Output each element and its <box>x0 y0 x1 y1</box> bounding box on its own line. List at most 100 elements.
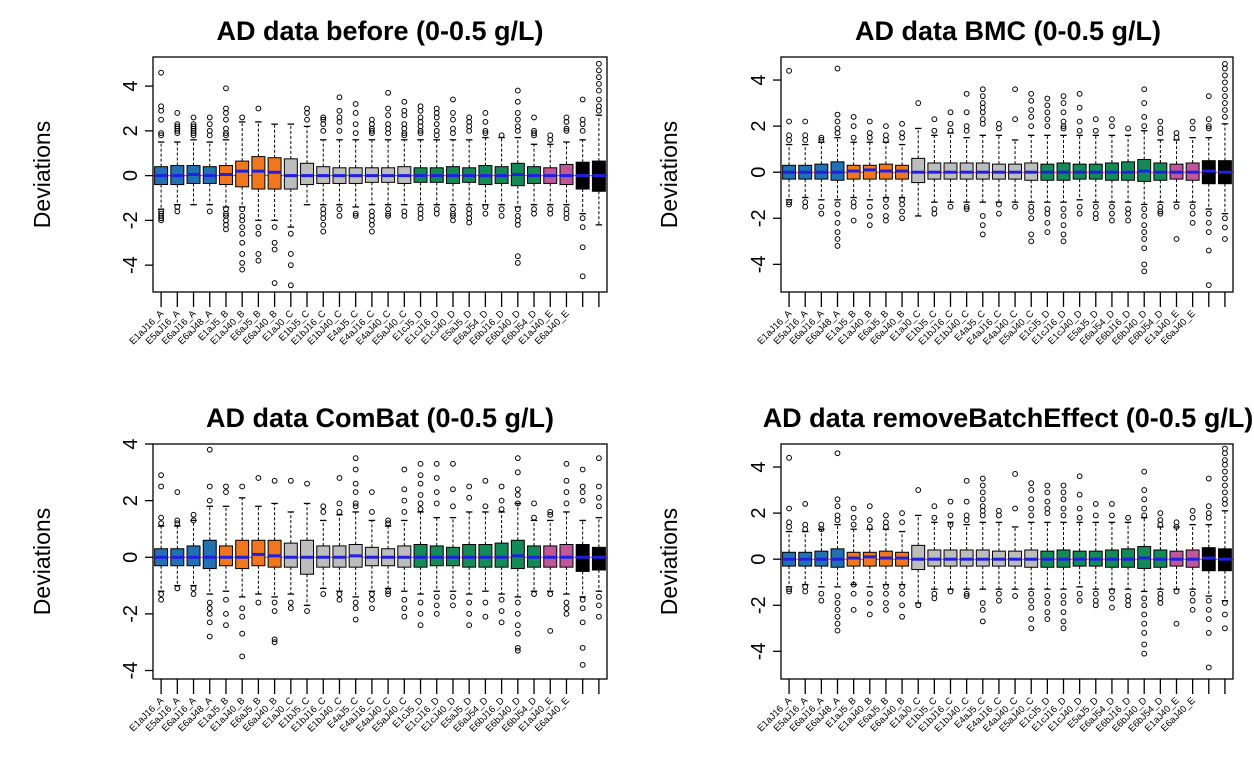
outlier-point <box>979 100 986 106</box>
outlier-point <box>482 613 489 620</box>
outlier-point <box>1044 498 1051 505</box>
outlier-point <box>368 596 375 603</box>
outlier-point <box>1222 65 1228 72</box>
outlier-point <box>385 130 392 136</box>
outlier-point <box>1222 489 1228 496</box>
box-E1cJ5_D <box>413 460 428 629</box>
outlier-point <box>1141 100 1148 106</box>
outlier-point <box>1173 588 1180 595</box>
outlier-point <box>850 199 857 206</box>
outlier-point <box>547 591 554 597</box>
outlier-point <box>883 519 889 526</box>
outlier-point <box>433 489 440 496</box>
outlier-point <box>1173 203 1180 210</box>
box-E1aJ40_E <box>1169 519 1184 627</box>
outlier-point <box>802 521 809 528</box>
outlier-point <box>786 118 792 125</box>
box-E1bJ40_C <box>332 475 347 603</box>
box-E6aJ54_D <box>478 110 493 217</box>
box-E4aJ16_C <box>991 507 1006 604</box>
box-E4aJ16_C <box>364 489 379 612</box>
box-E6bJ16_D <box>1121 125 1136 224</box>
outlier-point <box>1044 109 1051 116</box>
outlier-point <box>915 487 922 493</box>
outlier-point <box>190 517 197 524</box>
panel-combat: AD data ComBat (0-0.5 g/L)DeviationsE1aJ… <box>29 403 608 734</box>
outlier-point <box>531 514 537 521</box>
outlier-point <box>1028 90 1035 97</box>
outlier-point <box>190 132 197 139</box>
box-body <box>300 162 315 186</box>
box-E5aJ16_A <box>798 118 813 210</box>
outlier-point <box>963 90 970 97</box>
outlier-point <box>514 492 521 498</box>
outlier-point <box>834 111 841 118</box>
outlier-point <box>336 206 343 213</box>
outlier-point <box>786 588 792 595</box>
outlier-point <box>352 213 359 219</box>
box-E1aJ5_B <box>846 114 861 224</box>
outlier-point <box>174 130 181 136</box>
y-tick-label: 2 <box>748 121 770 132</box>
outlier-point <box>866 118 873 125</box>
box-E4aJ5_C <box>348 101 363 219</box>
outlier-point <box>368 221 375 228</box>
outlier-point <box>1060 618 1067 625</box>
outlier-point <box>174 520 181 527</box>
outlier-point <box>963 127 970 134</box>
box-E5aJ16_A <box>170 489 185 592</box>
outlier-point <box>850 581 857 588</box>
outlier-point <box>450 486 456 493</box>
outlier-point <box>1205 219 1212 226</box>
box-E1aJ40_B <box>862 503 877 618</box>
box-undefined <box>575 96 590 280</box>
outlier-point <box>239 114 246 121</box>
outlier-point <box>979 606 986 613</box>
outlier-point <box>320 503 327 510</box>
outlier-point <box>239 224 246 230</box>
outlier-point <box>834 243 841 249</box>
outlier-point <box>1125 217 1131 224</box>
outlier-point <box>1205 616 1212 622</box>
outlier-point <box>514 469 521 476</box>
outlier-point <box>947 127 954 134</box>
y-tick-label: 2 <box>748 508 770 519</box>
outlier-point <box>834 496 841 503</box>
outlier-point <box>563 127 570 134</box>
outlier-point <box>158 69 165 76</box>
outlier-point <box>1044 600 1051 606</box>
outlier-point <box>1222 461 1228 468</box>
outlier-point <box>320 591 327 597</box>
outlier-point <box>1092 203 1099 210</box>
outlier-point <box>336 591 343 597</box>
outlier-point <box>834 210 841 217</box>
outlier-point <box>158 483 165 490</box>
outlier-point <box>979 496 986 503</box>
outlier-point <box>352 455 359 462</box>
outlier-point <box>466 127 473 134</box>
outlier-point <box>255 224 262 230</box>
outlier-point <box>1012 505 1018 512</box>
outlier-point <box>1141 261 1148 268</box>
box-E5aJ40_C <box>397 466 412 620</box>
box-E6aJ40_B <box>267 477 282 646</box>
outlier-point <box>1028 107 1035 113</box>
outlier-point <box>352 500 359 507</box>
outlier-point <box>401 613 408 620</box>
outlier-point <box>1141 123 1148 130</box>
outlier-point <box>866 213 873 219</box>
outlier-point <box>1060 609 1067 616</box>
outlier-point <box>514 206 521 213</box>
outlier-point <box>514 599 521 606</box>
outlier-point <box>802 203 809 210</box>
box-undefined <box>1217 445 1232 632</box>
box-E1aJ5_B <box>218 85 233 233</box>
outlier-point <box>514 110 521 116</box>
outlier-point <box>368 605 375 612</box>
outlier-point <box>1044 616 1051 622</box>
outlier-point <box>482 477 489 484</box>
outlier-point <box>931 116 938 123</box>
outlier-point <box>368 130 375 136</box>
outlier-point <box>1157 130 1164 136</box>
